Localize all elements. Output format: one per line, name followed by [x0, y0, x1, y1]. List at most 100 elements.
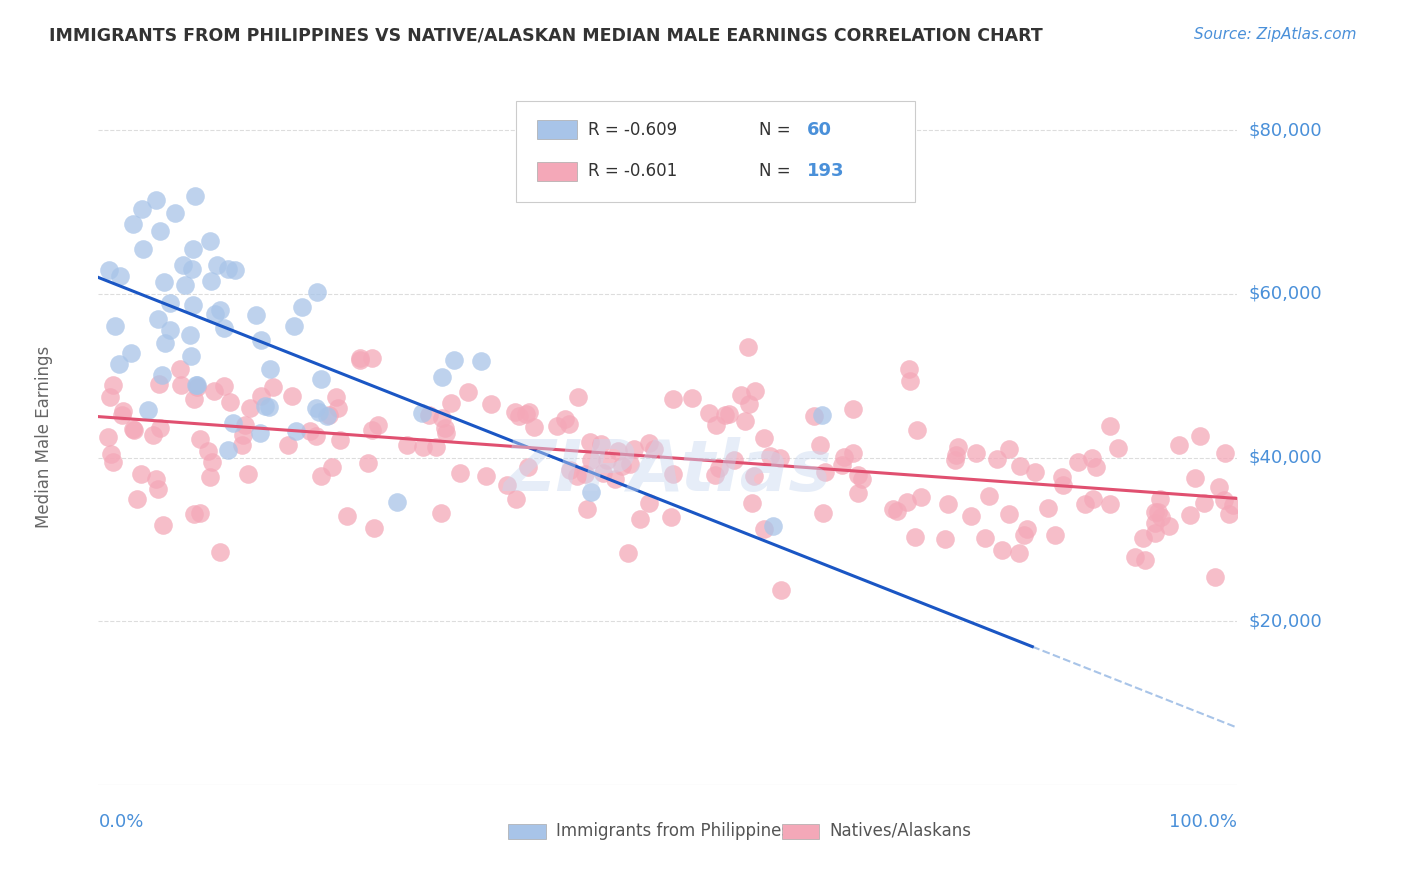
Point	[623, 442, 645, 457]
Point	[1017, 522, 1039, 536]
Text: $60,000: $60,000	[1249, 285, 1322, 303]
Point	[219, 395, 242, 409]
Text: Immigrants from Philippines: Immigrants from Philippines	[557, 822, 790, 840]
Point	[298, 424, 321, 438]
Point	[603, 471, 626, 485]
Point	[198, 470, 221, 484]
Point	[183, 392, 205, 406]
Point	[97, 430, 120, 444]
Point	[183, 507, 205, 521]
Point	[811, 506, 834, 520]
Point	[257, 400, 280, 414]
Point	[325, 390, 347, 404]
Point	[145, 472, 167, 486]
Point	[174, 277, 197, 292]
Point	[186, 380, 208, 394]
Point	[1213, 446, 1236, 460]
Text: R = -0.609: R = -0.609	[588, 120, 678, 138]
Point	[1024, 465, 1046, 479]
Point	[152, 275, 174, 289]
Point	[430, 411, 453, 425]
Point	[1133, 552, 1156, 566]
Point	[882, 502, 904, 516]
Point	[558, 417, 581, 431]
Point	[146, 483, 169, 497]
Text: N =: N =	[759, 120, 796, 138]
Text: 60: 60	[807, 120, 832, 138]
Point	[97, 263, 120, 277]
Point	[886, 504, 908, 518]
Point	[517, 459, 540, 474]
Point	[907, 423, 929, 437]
Point	[361, 423, 384, 437]
Point	[896, 495, 918, 509]
Point	[316, 409, 339, 423]
FancyBboxPatch shape	[537, 161, 576, 181]
Point	[100, 390, 122, 404]
Text: 193: 193	[807, 162, 844, 180]
Point	[434, 426, 457, 441]
Point	[811, 408, 834, 422]
Text: $40,000: $40,000	[1249, 449, 1323, 467]
Point	[759, 449, 782, 463]
Point	[589, 436, 612, 450]
Point	[101, 454, 124, 468]
Point	[1083, 492, 1105, 507]
Point	[1099, 497, 1122, 511]
Point	[411, 405, 433, 419]
Point	[1067, 455, 1090, 469]
Point	[149, 224, 172, 238]
Point	[150, 368, 173, 383]
Point	[308, 405, 330, 419]
Point	[429, 507, 451, 521]
Text: N =: N =	[759, 162, 796, 180]
Point	[659, 510, 682, 524]
Point	[851, 472, 873, 486]
Point	[120, 346, 142, 360]
Text: Median Male Earnings: Median Male Earnings	[35, 346, 53, 528]
Point	[457, 385, 479, 400]
Point	[1189, 429, 1212, 443]
Point	[146, 312, 169, 326]
Point	[681, 391, 703, 405]
Point	[217, 443, 239, 458]
Point	[183, 298, 205, 312]
Point	[517, 404, 540, 418]
Point	[430, 369, 453, 384]
Point	[104, 318, 127, 333]
Point	[643, 442, 665, 456]
Text: $80,000: $80,000	[1249, 121, 1322, 139]
Point	[183, 189, 205, 203]
Point	[575, 502, 598, 516]
Point	[349, 353, 371, 368]
Point	[754, 431, 776, 445]
Point	[249, 333, 271, 347]
Point	[834, 450, 856, 464]
Point	[329, 433, 352, 447]
Point	[311, 372, 333, 386]
Point	[122, 423, 145, 437]
Point	[412, 440, 434, 454]
Point	[803, 409, 825, 423]
Point	[321, 459, 343, 474]
Point	[367, 418, 389, 433]
Point	[159, 296, 181, 310]
Point	[769, 451, 792, 466]
Point	[361, 351, 384, 365]
Point	[283, 318, 305, 333]
Point	[762, 519, 785, 533]
Point	[704, 467, 727, 482]
Point	[742, 468, 765, 483]
Point	[1074, 497, 1097, 511]
Point	[1043, 528, 1066, 542]
Point	[1213, 493, 1236, 508]
Point	[169, 361, 191, 376]
Point	[1149, 492, 1171, 507]
Point	[842, 446, 865, 460]
Point	[1222, 498, 1244, 512]
Point	[934, 533, 956, 547]
Point	[209, 302, 232, 317]
Point	[1159, 519, 1181, 533]
Point	[592, 466, 614, 480]
Point	[1081, 451, 1104, 466]
